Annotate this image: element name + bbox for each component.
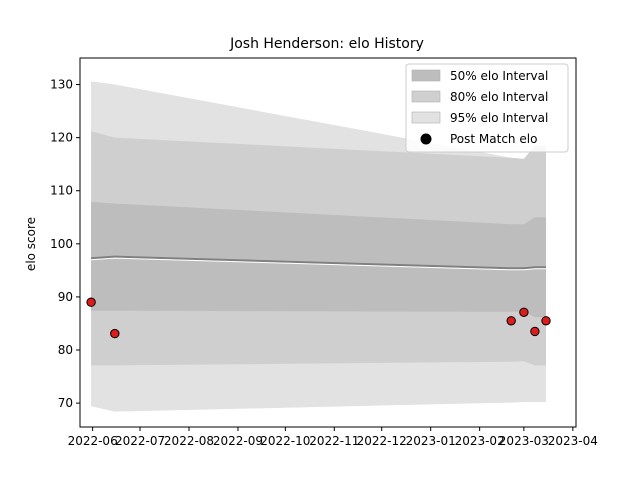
mean-elo-line-highlight <box>91 257 546 271</box>
post-match-point <box>519 307 529 317</box>
legend-box <box>405 63 569 153</box>
legend-swatch <box>411 111 441 124</box>
post-match-point <box>86 297 96 307</box>
y-tick-label: 130 <box>50 78 73 92</box>
legend-swatch <box>411 69 441 82</box>
x-axis-ticks: 2022-062022-072022-082022-092022-102022-… <box>68 427 598 448</box>
post-match-point <box>541 316 551 326</box>
x-tick-label: 2023-04 <box>548 434 598 448</box>
legend-label: 80% elo Interval <box>450 90 548 104</box>
legend-label: Post Match elo <box>450 132 537 146</box>
legend-label: 50% elo Interval <box>450 69 548 83</box>
y-axis-title: elo score <box>24 217 38 271</box>
x-tick-label: 2022-10 <box>260 434 310 448</box>
mean-elo-line-path <box>91 255 546 270</box>
post-match-point <box>530 326 540 337</box>
x-tick-label: 2022-11 <box>309 434 359 448</box>
y-tick-label: 100 <box>50 237 73 251</box>
band-50-interval <box>91 201 546 318</box>
y-tick-label: 90 <box>58 290 73 304</box>
legend-marker-post-match <box>420 133 432 145</box>
y-tick-label: 120 <box>50 131 73 145</box>
plot-frame <box>79 57 577 428</box>
interval-bands <box>91 81 546 412</box>
x-tick-label: 2022-06 <box>68 434 118 448</box>
mean-elo-line <box>91 255 546 271</box>
x-tick-label: 2022-09 <box>213 434 263 448</box>
y-tick-label: 70 <box>58 396 73 410</box>
x-tick-label: 2023-02 <box>455 434 505 448</box>
x-tick-label: 2023-03 <box>499 434 549 448</box>
legend-swatch <box>411 90 441 103</box>
y-tick-label: 80 <box>58 343 73 357</box>
legend: 50% elo Interval 80% elo Interval 95% elo … <box>405 63 569 153</box>
post-match-point <box>506 316 516 326</box>
x-tick-label: 2022-07 <box>115 434 165 448</box>
x-tick-label: 2022-12 <box>357 434 407 448</box>
x-tick-label: 2023-01 <box>406 434 456 448</box>
legend-label: 95% elo Interval <box>450 111 548 125</box>
post-match-points <box>86 297 551 339</box>
y-tick-label: 110 <box>50 184 73 198</box>
x-tick-label: 2022-08 <box>164 434 214 448</box>
post-match-point <box>110 328 120 339</box>
chart-title: Josh Henderson: elo History <box>229 36 424 52</box>
y-axis-ticks: 70 80 90 100 110 120 130 <box>50 78 80 410</box>
